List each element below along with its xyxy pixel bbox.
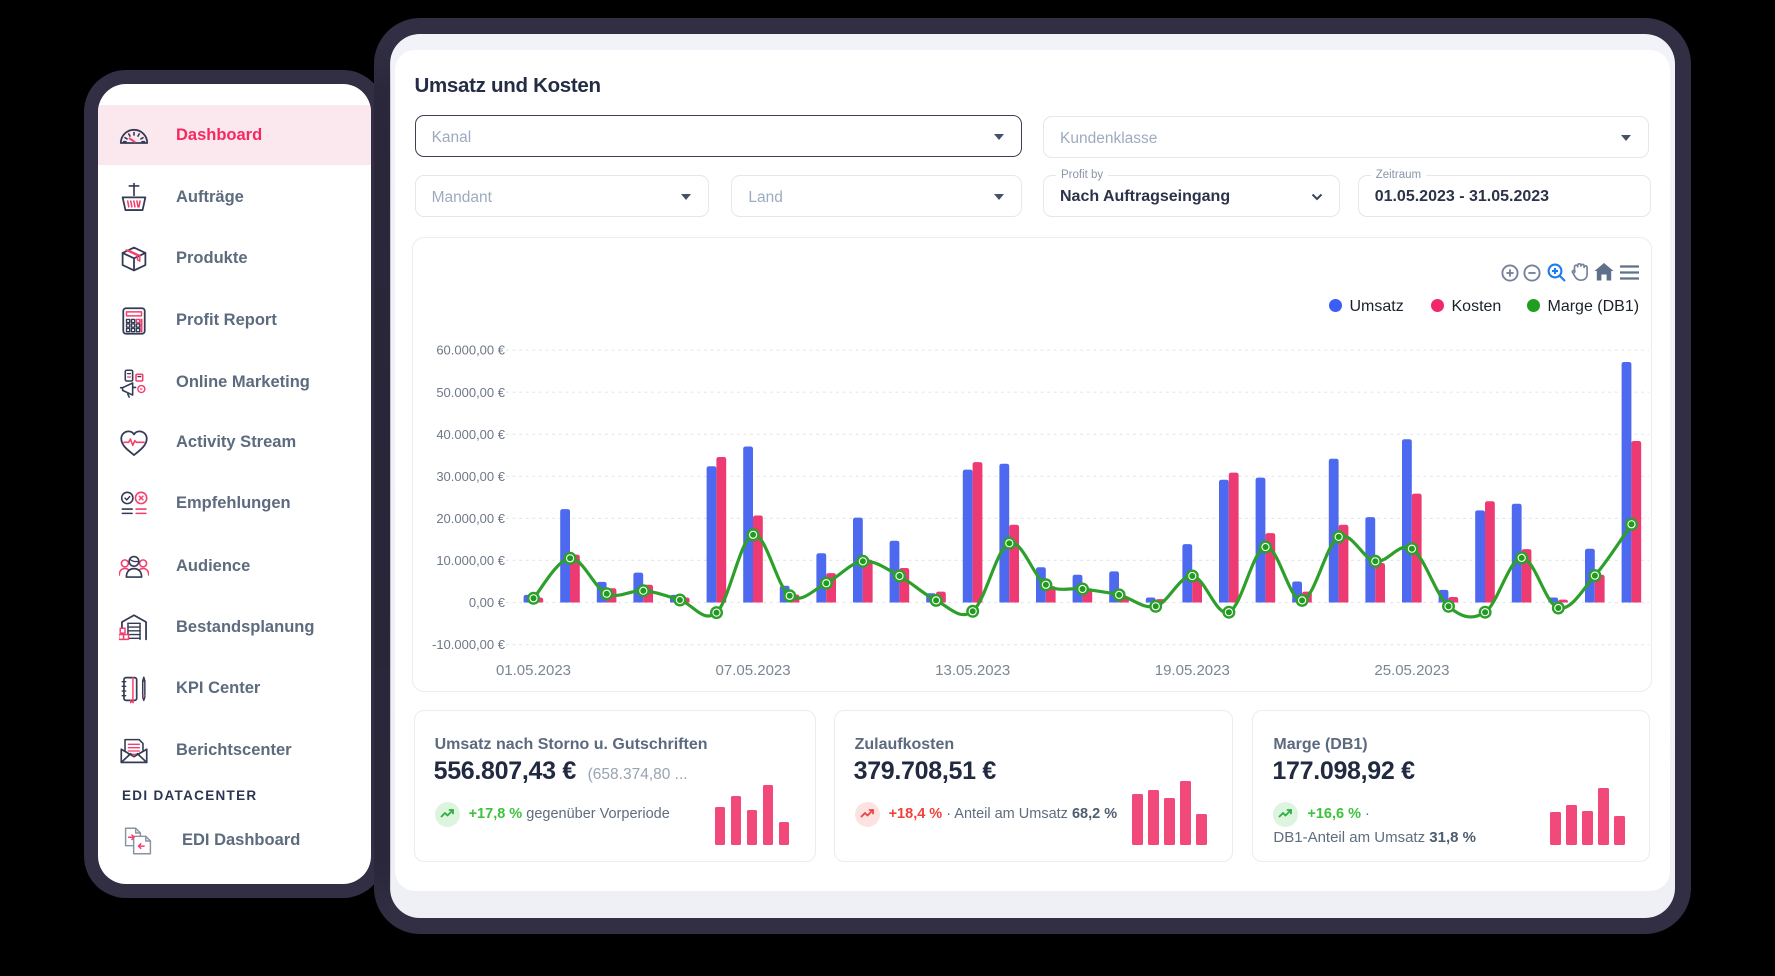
- svg-text:40.000,00 €: 40.000,00 €: [436, 427, 505, 442]
- svg-text:-10.000,00 €: -10.000,00 €: [431, 637, 505, 652]
- svg-text:01.05.2023: 01.05.2023: [495, 662, 570, 679]
- svg-text:19.05.2023: 19.05.2023: [1154, 662, 1229, 679]
- svg-text:13.05.2023: 13.05.2023: [935, 662, 1010, 679]
- svg-text:0,00 €: 0,00 €: [468, 595, 505, 610]
- svg-text:20.000,00 €: 20.000,00 €: [436, 511, 505, 526]
- svg-text:30.000,00 €: 30.000,00 €: [436, 469, 505, 484]
- svg-text:50.000,00 €: 50.000,00 €: [436, 385, 505, 400]
- svg-text:25.05.2023: 25.05.2023: [1374, 662, 1449, 679]
- svg-text:60.000,00 €: 60.000,00 €: [436, 343, 505, 358]
- svg-text:07.05.2023: 07.05.2023: [715, 662, 790, 679]
- svg-text:10.000,00 €: 10.000,00 €: [436, 553, 505, 568]
